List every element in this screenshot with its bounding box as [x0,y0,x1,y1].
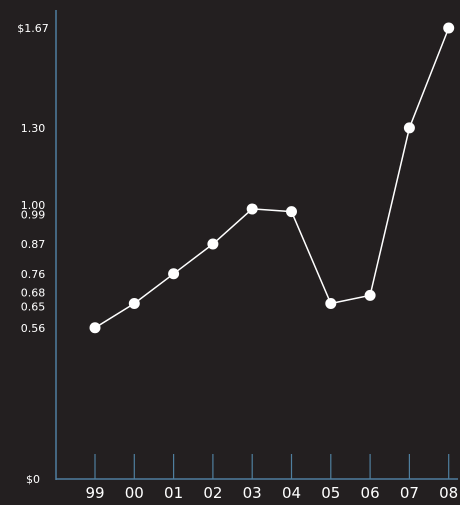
x-tick-label: 03 [243,484,262,500]
y-tick-label: 1.30 [21,122,46,135]
data-point [246,203,258,215]
data-point [128,297,140,309]
x-tick-marks [94,454,450,479]
y-tick-label: $1.67 [17,22,49,35]
y-tick-label: 1.00 [21,199,46,212]
x-tick-label: 00 [125,484,144,500]
series-line [94,27,450,329]
data-point [325,297,337,309]
x-tick-label: 99 [85,484,104,500]
x-tick-label: 07 [400,484,419,500]
x-tick-labels: 99 00 01 02 03 04 05 06 07 08 [85,484,458,502]
x-tick-label: 01 [164,484,183,500]
data-point [403,122,415,134]
data-point [364,289,376,301]
data-point [168,268,180,280]
y-tick-label: $0 [26,473,40,486]
y-tick-label: 0.65 [21,300,46,313]
data-points [89,22,455,334]
y-tick-label: 0.99 [21,209,46,222]
data-point [443,22,455,34]
x-tick-label: 04 [282,484,301,500]
x-tick-label: 02 [203,484,222,500]
x-tick-label: 05 [321,484,340,500]
y-tick-label: 0.68 [21,286,46,299]
y-tick-label: 0.56 [21,322,46,335]
data-point [286,206,297,218]
y-tick-labels: $0 0.56 0.650.68 0.76 0.87 0.991.00 1.30 $1.67 [17,22,49,486]
x-tick-label: 06 [361,484,380,500]
x-tick-label: 08 [439,484,458,500]
y-tick-label: 0.76 [21,268,46,281]
y-tick-label: 0.87 [21,238,46,251]
data-point [89,322,101,334]
data-point [207,238,219,250]
